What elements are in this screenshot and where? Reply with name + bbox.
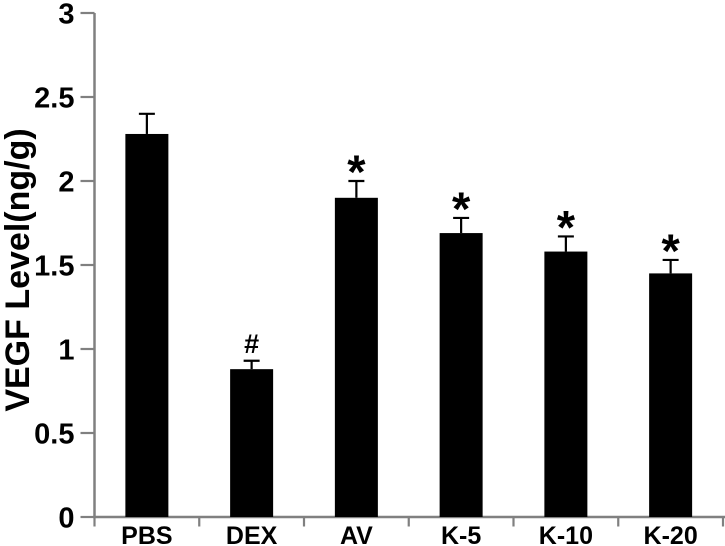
bar-K-5 <box>439 233 483 517</box>
significance-hash-DEX: # <box>244 329 259 359</box>
y-tick-label: 3 <box>58 0 74 31</box>
y-tick-label: 2 <box>58 167 74 199</box>
y-tick-label: 0.5 <box>34 419 74 451</box>
y-axis-title: VEGF Level(ng/g) <box>0 128 37 411</box>
bar-PBS <box>125 133 169 517</box>
x-category-label-K-20: K-20 <box>644 522 698 546</box>
significance-asterisk-AV: * <box>347 145 366 198</box>
significance-asterisk-K-20: * <box>661 224 680 277</box>
x-category-label-DEX: DEX <box>226 522 278 546</box>
x-category-label-K-5: K-5 <box>441 522 481 546</box>
bar-K-10 <box>544 251 588 517</box>
y-tick-label: 1 <box>58 335 74 367</box>
bar-DEX <box>230 369 274 517</box>
bar-K-20 <box>649 273 693 517</box>
x-category-label-PBS: PBS <box>121 522 172 546</box>
y-tick-label: 2.5 <box>34 83 74 115</box>
x-category-label-K-10: K-10 <box>539 522 593 546</box>
x-category-label-AV: AV <box>340 522 373 546</box>
significance-asterisk-K-5: * <box>452 182 471 235</box>
bar-AV <box>334 197 378 518</box>
y-tick-label: 1.5 <box>34 251 74 283</box>
y-tick-label: 0 <box>58 503 74 535</box>
significance-asterisk-K-10: * <box>557 200 576 253</box>
